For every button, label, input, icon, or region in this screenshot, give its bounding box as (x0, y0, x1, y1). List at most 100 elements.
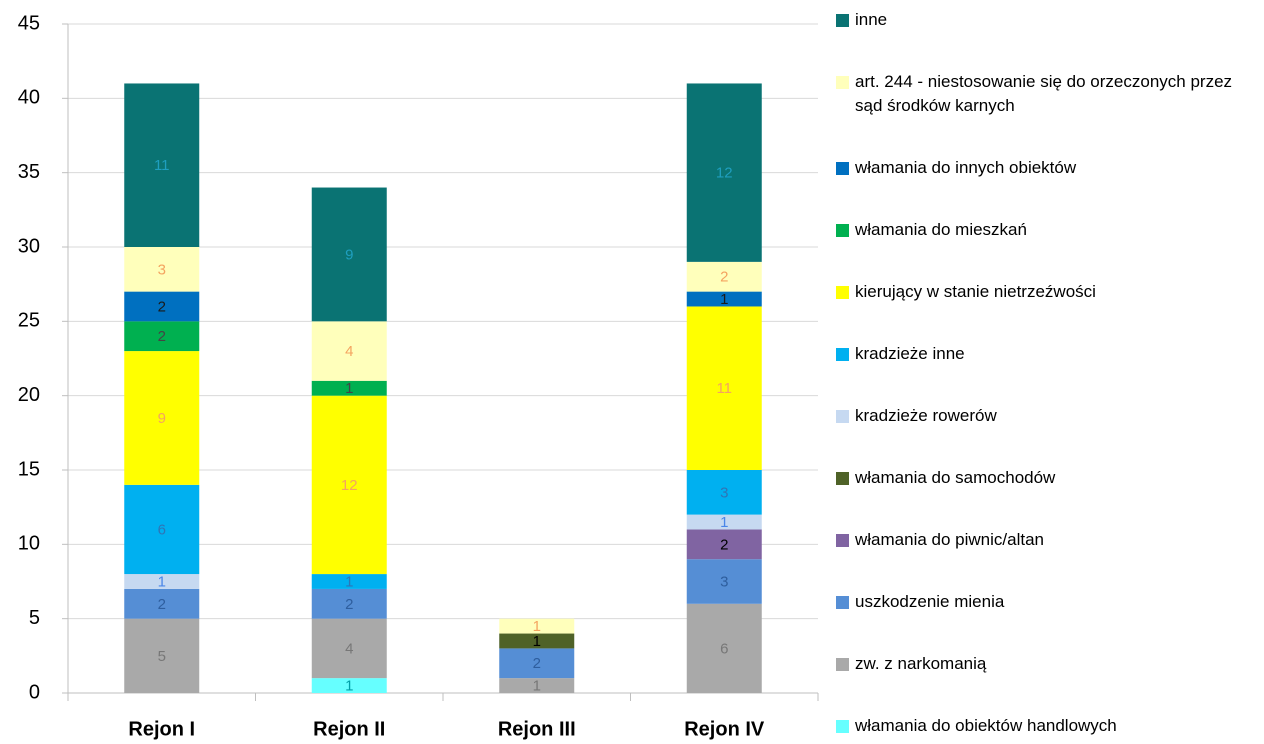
legend-swatch (836, 14, 849, 27)
legend-label: włamania do mieszkań (855, 220, 1027, 239)
legend-item: włamania do mieszkań (836, 218, 1261, 242)
data-label: 1 (345, 380, 353, 397)
data-label: 1 (158, 573, 166, 590)
bar-segment (499, 648, 575, 679)
bar-segment (499, 633, 575, 649)
x-tick-label: Rejon I (128, 718, 195, 740)
bar-segment (499, 678, 575, 693)
bar-segment (311, 618, 387, 679)
data-label: 5 (158, 648, 166, 665)
legend-label: uszkodzenie mienia (855, 592, 1005, 611)
legend-item: włamania do samochodów (836, 466, 1261, 490)
bar-segment (124, 83, 200, 247)
data-label: 1 (533, 618, 541, 635)
data-label: 2 (345, 596, 353, 613)
bar-segment (124, 351, 200, 485)
data-label: 9 (158, 410, 166, 427)
legend-swatch (836, 348, 849, 361)
legend-swatch (836, 224, 849, 237)
data-label: 9 (345, 246, 353, 263)
data-label: 12 (716, 165, 733, 182)
y-tick-label: 40 (18, 87, 40, 109)
x-tick-label: Rejon IV (684, 718, 765, 740)
bar-segment (311, 380, 387, 396)
bar-segment (311, 574, 387, 589)
data-label: 1 (345, 678, 353, 695)
legend-label: włamania do innych obiektów (855, 158, 1077, 177)
data-label: 2 (158, 596, 166, 613)
data-label: 2 (158, 298, 166, 315)
data-label: 4 (345, 640, 353, 657)
legend-label: zw. z narkomanią (855, 654, 987, 673)
legend-label: włamania do samochodów (855, 468, 1056, 487)
y-tick-label: 5 (29, 607, 40, 629)
bar-segment (686, 603, 762, 693)
y-tick-label: 25 (18, 310, 40, 332)
data-label: 6 (158, 521, 166, 538)
data-label: 1 (533, 678, 541, 695)
legend-item: zw. z narkomanią (836, 652, 1261, 676)
y-tick-label: 20 (18, 384, 40, 406)
bar-segment (124, 574, 200, 589)
legend-swatch (836, 410, 849, 423)
bar-segment (124, 321, 200, 352)
data-label: 3 (158, 261, 166, 278)
bar-segment (124, 484, 200, 575)
y-tick-label: 45 (18, 12, 40, 34)
bar-segment (686, 261, 762, 292)
bar-segment (499, 618, 575, 634)
legend-label: włamania do piwnic/altan (855, 530, 1044, 549)
legend-label: kierujący w stanie nietrzeźwości (855, 282, 1096, 301)
legend-swatch (836, 76, 849, 89)
legend-swatch (836, 472, 849, 485)
legend-item: art. 244 - niestosowanie się do orzeczon… (836, 70, 1261, 118)
legend-item: włamania do piwnic/altan (836, 528, 1261, 552)
legend-label: art. 244 - niestosowanie się do orzeczon… (855, 72, 1233, 115)
legend-swatch (836, 596, 849, 609)
data-label: 4 (345, 343, 353, 360)
bar-segment (686, 470, 762, 515)
legend-swatch (836, 162, 849, 175)
bar-segment (311, 395, 387, 575)
bar-segment (686, 83, 762, 262)
legend-label: kradzieże rowerów (855, 406, 997, 425)
bar-segment (124, 618, 200, 693)
y-tick-label: 10 (18, 533, 40, 555)
data-label: 2 (158, 328, 166, 345)
bar-segment (311, 678, 387, 693)
y-tick-label: 0 (29, 681, 40, 703)
legend-item: uszkodzenie mienia (836, 590, 1261, 614)
bar-segment (311, 321, 387, 381)
legend: inne art. 244 - niestosowanie się do orze… (836, 8, 1261, 738)
data-label: 2 (720, 536, 728, 553)
legend-swatch (836, 534, 849, 547)
data-label: 2 (720, 269, 728, 286)
bar-segment (311, 588, 387, 619)
bar-segment (686, 306, 762, 470)
legend-swatch (836, 658, 849, 671)
data-label: 2 (533, 655, 541, 672)
bar-segment (124, 247, 200, 292)
bar-segment (124, 291, 200, 322)
data-label: 6 (720, 640, 728, 657)
legend-label: kradzieże inne (855, 344, 965, 363)
legend-swatch (836, 720, 849, 733)
legend-item: kradzieże rowerów (836, 404, 1261, 428)
data-label: 3 (720, 484, 728, 501)
legend-label: inne (855, 10, 888, 29)
legend-item: kierujący w stanie nietrzeźwości (836, 280, 1261, 304)
legend-item: włamania do obiektów handlowych (836, 714, 1261, 738)
data-label: 12 (341, 477, 358, 494)
y-tick-label: 30 (18, 235, 40, 257)
data-label: 11 (716, 380, 732, 397)
bar-segment (311, 187, 387, 322)
legend-swatch (836, 286, 849, 299)
y-tick-label: 15 (18, 458, 40, 480)
x-tick-label: Rejon III (498, 718, 576, 740)
x-tick-label: Rejon II (313, 718, 385, 740)
data-label: 1 (345, 573, 353, 590)
bar-segment (686, 514, 762, 530)
bar-segment (124, 588, 200, 619)
